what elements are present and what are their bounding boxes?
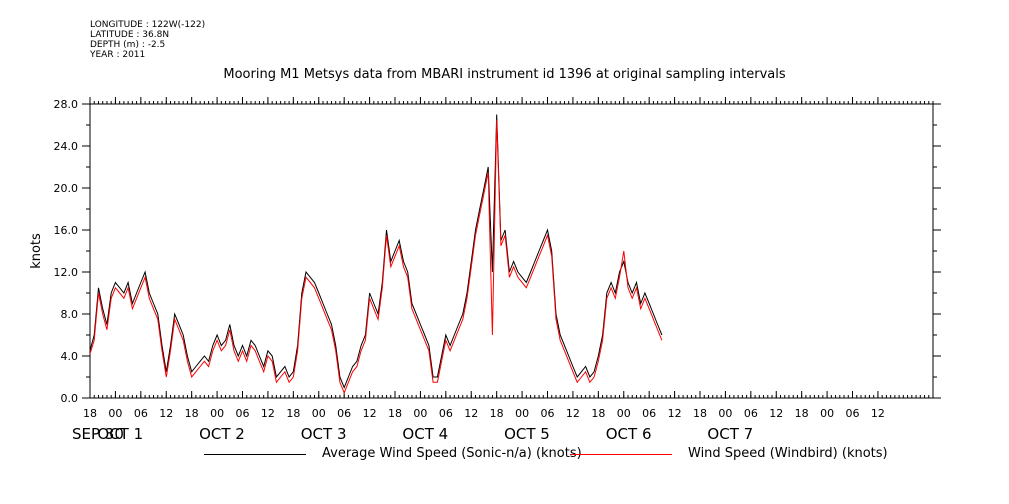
x-hour-label: 12 — [464, 407, 478, 420]
x-hour-label: 12 — [668, 407, 682, 420]
depth-text: DEPTH (m) : -2.5 — [90, 40, 166, 50]
x-date-label: OCT 4 — [402, 425, 448, 443]
x-date-label: OCT 2 — [199, 425, 245, 443]
x-hour-label: 18 — [286, 407, 300, 420]
y-tick-labels: 0.0 4.0 8.0 12.0 16.0 20.0 24.0 28.0 — [54, 98, 79, 405]
x-date-label: OCT 1 — [97, 425, 143, 443]
x-hour-label: 00 — [312, 407, 326, 420]
y-tick-label: 20.0 — [54, 182, 79, 195]
legend: Average Wind Speed (Sonic-n/a) (knots) W… — [0, 446, 1009, 464]
y-tick-label: 12.0 — [54, 266, 79, 279]
y-tick-label: 28.0 — [54, 98, 79, 111]
x-hour-label: 18 — [185, 407, 199, 420]
x-hour-label: 12 — [871, 407, 885, 420]
x-hour-label: 00 — [515, 407, 529, 420]
legend-swatch-windbird — [570, 454, 672, 455]
x-hour-label: 00 — [108, 407, 122, 420]
legend-label-windbird: Wind Speed (Windbird) (knots) — [688, 446, 888, 461]
x-tick-labels: 18 00 06 12 18 00 06 12 18 00 06 12 18 00 06 12 18 00 06 12… — [72, 407, 885, 443]
y-axis-label: knots — [29, 233, 44, 269]
x-hour-label: 06 — [541, 407, 555, 420]
x-hour-label: 06 — [236, 407, 250, 420]
y-tick-label: 0.0 — [61, 392, 79, 405]
year-text: YEAR : 2011 — [90, 50, 146, 60]
location-info: LONGITUDE : 122W(-122) LATITUDE : 36.8N … — [90, 20, 205, 60]
x-hour-label: 00 — [210, 407, 224, 420]
x-hour-label: 18 — [795, 407, 809, 420]
y-tick-label: 8.0 — [61, 308, 79, 321]
legend-label-sonic: Average Wind Speed (Sonic-n/a) (knots) — [322, 446, 582, 461]
x-hour-label: 00 — [617, 407, 631, 420]
x-date-label: OCT 6 — [606, 425, 652, 443]
x-hour-label: 12 — [261, 407, 275, 420]
x-hour-label: 00 — [413, 407, 427, 420]
x-date-label: SEP 30 — [72, 425, 124, 443]
x-date-label: OCT 3 — [301, 425, 347, 443]
x-hour-label: 18 — [388, 407, 402, 420]
y-tick-label: 4.0 — [61, 350, 79, 363]
x-hour-label: 18 — [490, 407, 504, 420]
x-hour-label: 18 — [693, 407, 707, 420]
x-date-label: OCT 5 — [504, 425, 550, 443]
series-sonic-line — [89, 114, 663, 389]
series-windbird-line — [89, 119, 663, 395]
y-tick-label: 24.0 — [54, 140, 79, 153]
legend-swatch-sonic — [204, 454, 306, 455]
x-hour-label: 18 — [83, 407, 97, 420]
y-tick-label: 16.0 — [54, 224, 79, 237]
x-hour-label: 06 — [846, 407, 860, 420]
plot-frame — [89, 103, 934, 399]
x-hour-label: 06 — [642, 407, 656, 420]
x-hour-label: 06 — [134, 407, 148, 420]
x-hour-label: 18 — [591, 407, 605, 420]
latitude-text: LATITUDE : 36.8N — [90, 30, 170, 40]
x-hour-label: 12 — [363, 407, 377, 420]
axis-ticks — [82, 97, 941, 399]
x-hour-label: 00 — [820, 407, 834, 420]
x-hour-label: 00 — [718, 407, 732, 420]
x-hour-label: 06 — [337, 407, 351, 420]
x-hour-label: 06 — [439, 407, 453, 420]
chart-title: Mooring M1 Metsys data from MBARI instru… — [223, 67, 786, 82]
x-hour-label: 12 — [159, 407, 173, 420]
series-lines — [89, 114, 663, 395]
x-hour-label: 06 — [744, 407, 758, 420]
x-date-label: OCT 7 — [707, 425, 753, 443]
x-hour-label: 12 — [769, 407, 783, 420]
longitude-text: LONGITUDE : 122W(-122) — [90, 20, 206, 30]
x-hour-label: 12 — [566, 407, 580, 420]
